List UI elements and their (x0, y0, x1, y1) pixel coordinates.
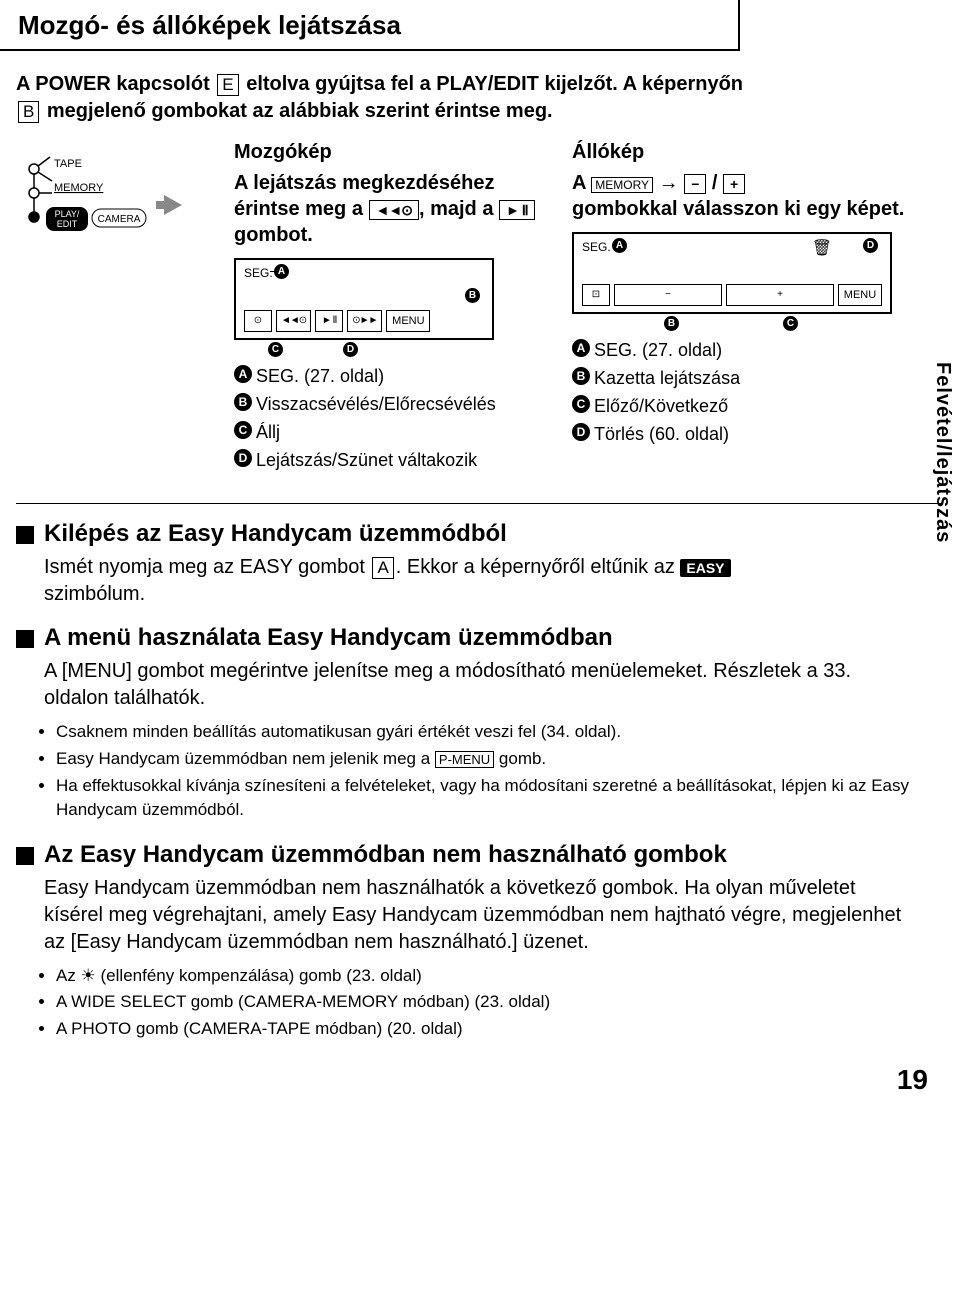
section-unavail-head: Az Easy Handycam üzemmódban nem használh… (16, 841, 916, 869)
screen-rw-btn: ◄◄⊙ (276, 310, 311, 332)
pmenu-label: P-MENU (435, 751, 494, 768)
memory-label: MEMORY (591, 177, 653, 193)
movie-body: A lejátszás megkezdéséhez érintse meg a … (234, 170, 554, 248)
dial-camera: CAMERA (98, 214, 141, 225)
section-exit-head: Kilépés az Easy Handycam üzemmódból (16, 520, 916, 548)
still-heading: Állókép (572, 141, 930, 164)
minus-btn: − (684, 174, 706, 194)
svg-text:PLAY/: PLAY/ (55, 209, 80, 219)
screen-plus-btn: + (726, 284, 834, 306)
movie-legend: ASEG. (27. oldal) BVisszacsévélés/Előrec… (234, 363, 554, 473)
screen-tape-btn: ⊡ (582, 284, 610, 306)
page-number: 19 (0, 1044, 960, 1108)
dial-memory: MEMORY (54, 182, 104, 194)
still-body: A MEMORY → − / + gombokkal válasszon ki … (572, 170, 930, 222)
screen-stop-btn: ⊙ (244, 310, 272, 332)
side-tab: Felvétel/lejátszás (925, 350, 960, 555)
intro-text: A POWER kapcsolót E eltolva gyújtsa fel … (0, 51, 960, 135)
label-B: B (18, 101, 39, 123)
section-exit-body: Ismét nyomja meg az EASY gombot A. Ekkor… (16, 554, 916, 608)
section-menuuse-head: A menü használata Easy Handycam üzemmódb… (16, 624, 916, 652)
screen-play-btn: ► Ⅱ (315, 310, 343, 332)
easy-badge: EASY (680, 559, 730, 577)
trash-icon: 🗑 (812, 238, 832, 258)
section-unavail-body: Easy Handycam üzemmódban nem használható… (16, 875, 916, 956)
plus-btn: + (723, 174, 745, 194)
screen-menu-btn: MENU (838, 284, 882, 306)
dial-tape: TAPE (54, 158, 82, 170)
still-legend: ASEG. (27. oldal) BKazetta lejátszása CE… (572, 337, 930, 447)
still-screen: SEG. A 🗑 D ⊡ − + MENU (572, 232, 892, 314)
page-title: Mozgó- és állóképek lejátszása (0, 0, 740, 51)
section-unavail-bullets: Az ☀ (ellenfény kompenzálása) gomb (23. … (16, 964, 916, 1041)
svg-text:EDIT: EDIT (57, 219, 78, 229)
label-E: E (217, 74, 238, 96)
screen-menu-btn: MENU (386, 310, 430, 332)
movie-heading: Mozgókép (234, 141, 554, 164)
screen-ff-btn: ⊙►► (347, 310, 382, 332)
section-menuuse-bullets: Csaknem minden beállítás automatikusan g… (16, 720, 916, 821)
play-pause-icon: ► Ⅱ (499, 200, 535, 220)
rewind-icon: ◄◄⊙ (369, 200, 419, 220)
movie-screen: SEG. A B ⊙ ◄◄⊙ ► Ⅱ ⊙►► MENU (234, 258, 494, 340)
screen-minus-btn: − (614, 284, 722, 306)
mode-dial-diagram: TAPE MEMORY PLAY/ EDIT CAMERA (16, 141, 216, 475)
section-menuuse-body: A [MENU] gombot megérintve jelenítse meg… (16, 658, 916, 712)
